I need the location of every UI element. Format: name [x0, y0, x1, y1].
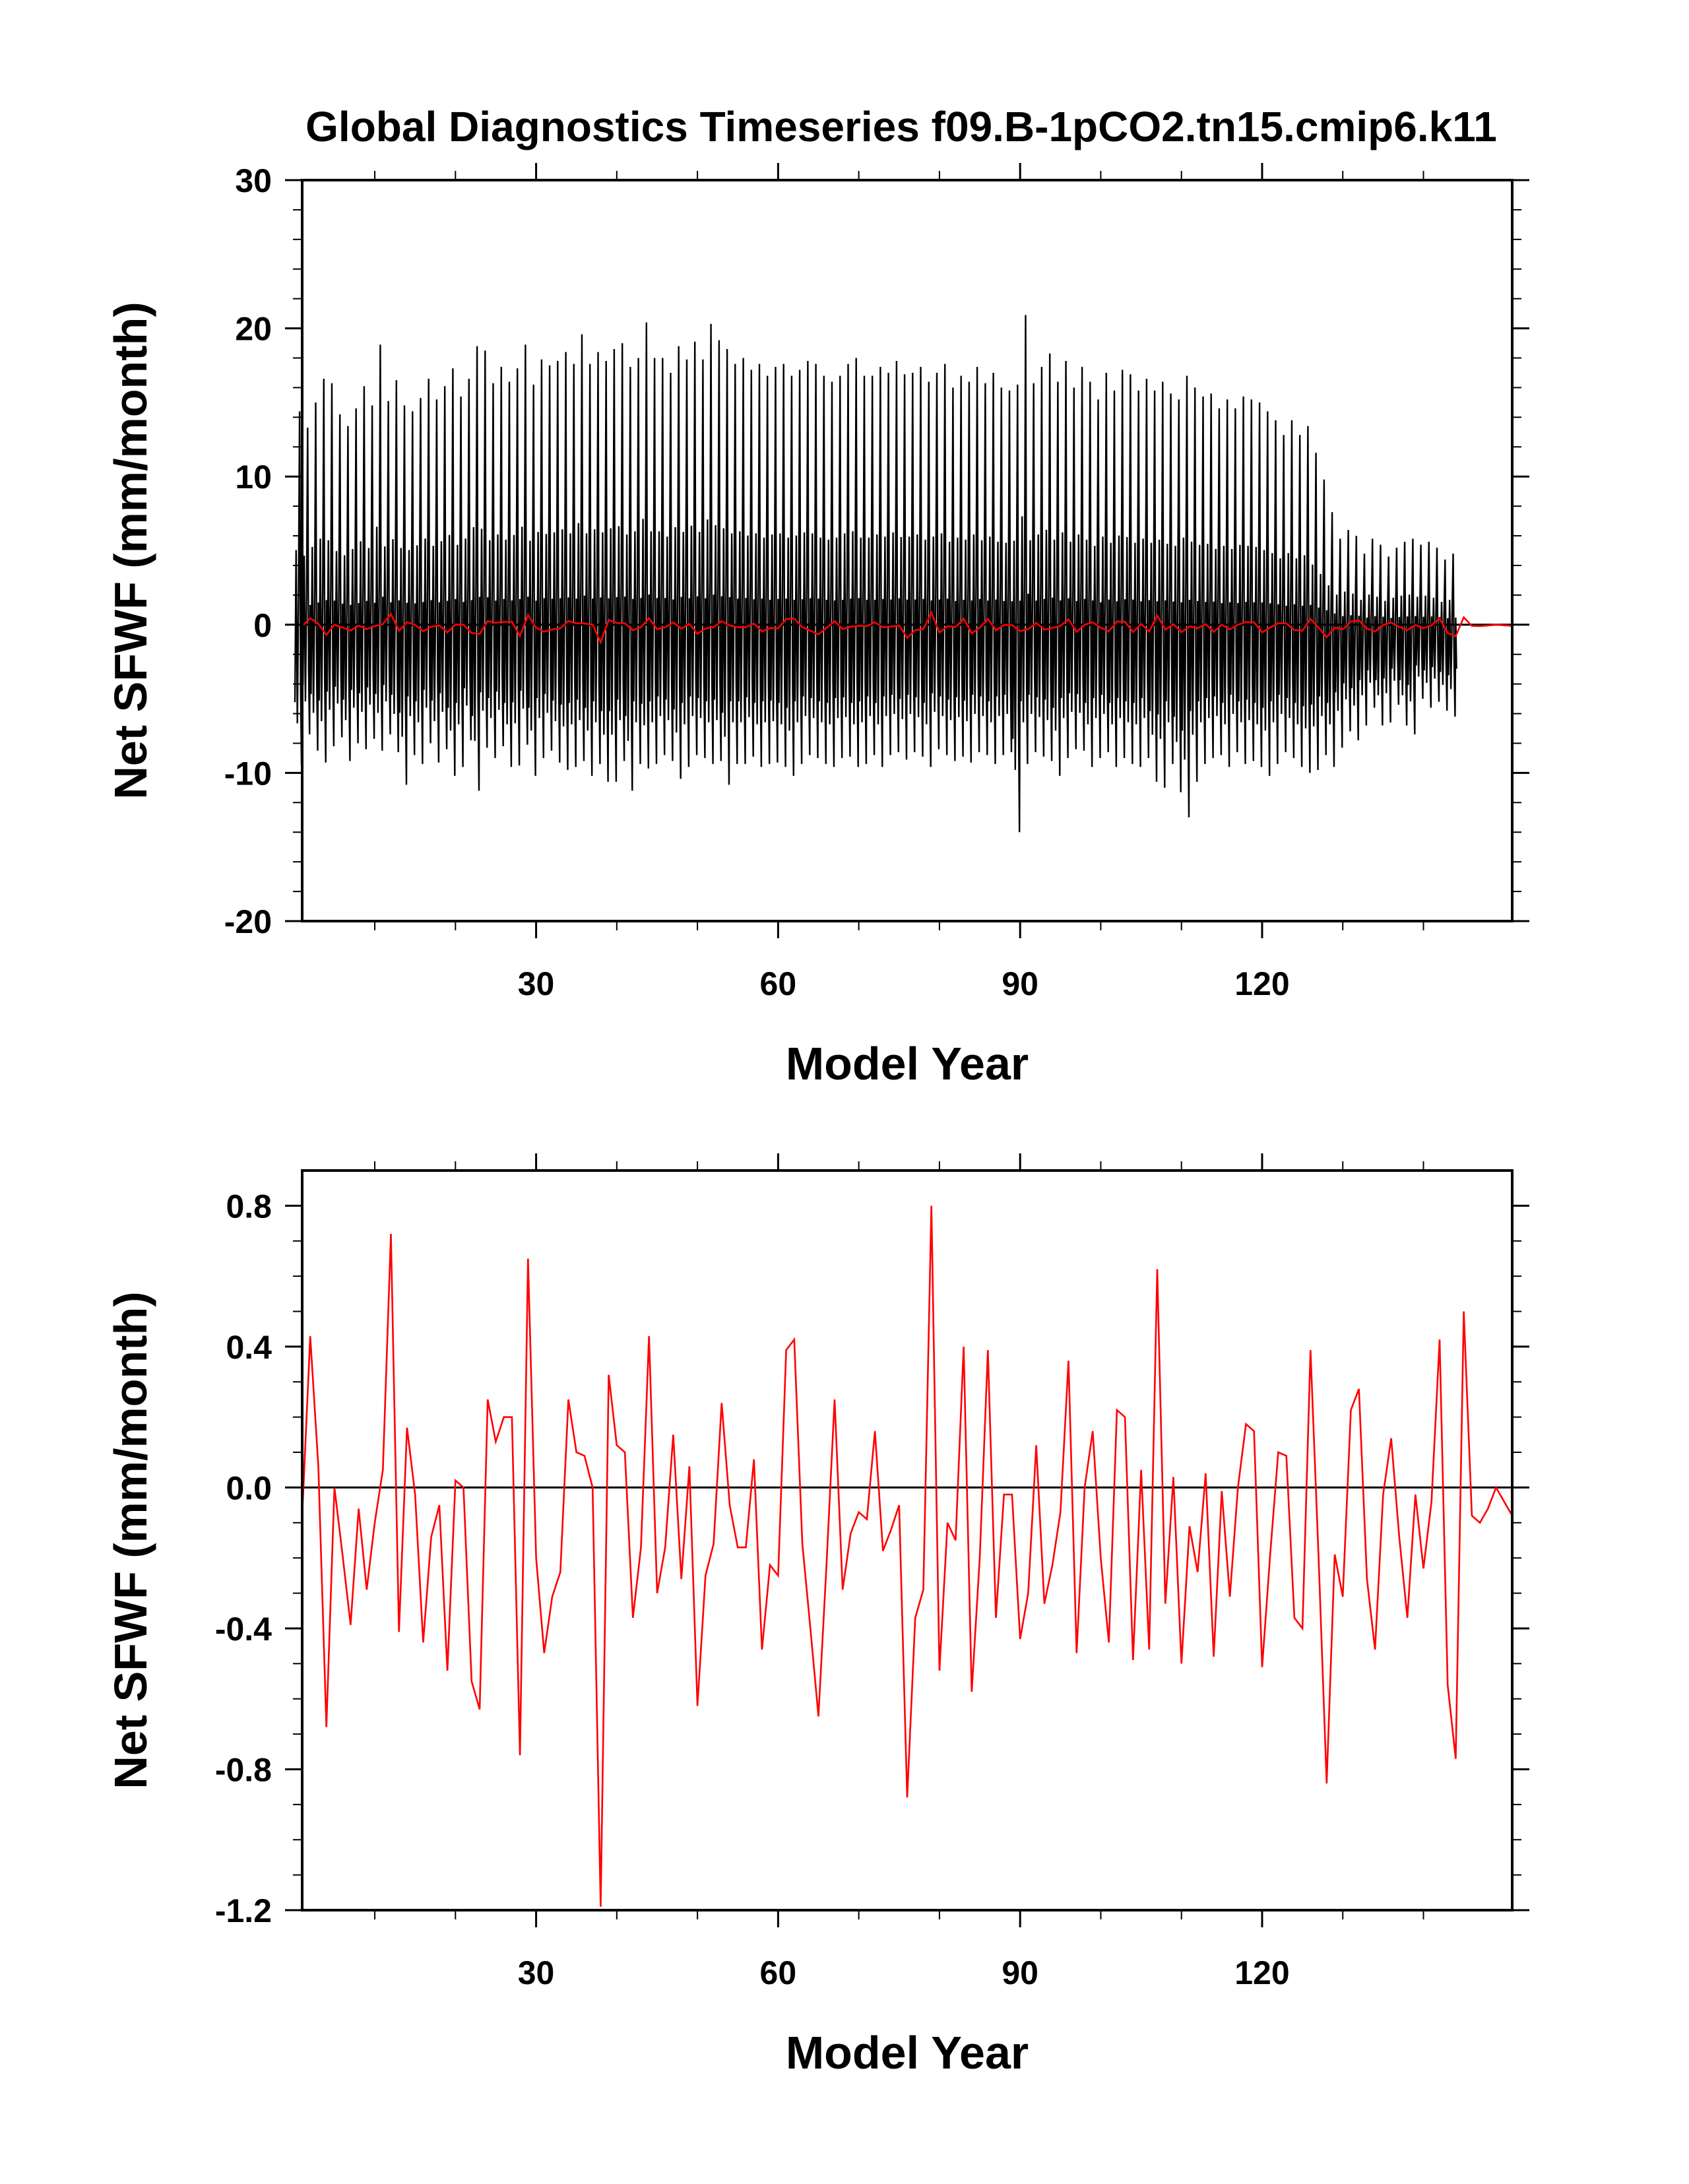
monthly-line — [294, 315, 1457, 833]
y-tick-label: -0.4 — [215, 1611, 272, 1648]
y-axis-label: Net SFWF (mm/month) — [105, 302, 156, 799]
x-tick-labels: 30 60 90 120 — [518, 965, 1290, 1002]
monthly-series — [294, 315, 1457, 833]
y-tick-labels: -1.2 -0.8 -0.4 0.0 0.4 0.8 — [215, 1188, 272, 1929]
figure-title: Global Diagnostics Timeseries f09.B-1pCO… — [305, 103, 1497, 150]
y-tick-label: 0.0 — [226, 1469, 272, 1506]
x-tick-label: 60 — [760, 965, 797, 1002]
x-tick-label: 30 — [518, 1954, 555, 1991]
y-tick-label: -20 — [224, 903, 272, 940]
x-axis-label: Model Year — [786, 2027, 1029, 2078]
annual-mean-line — [301, 1205, 1514, 1907]
panel-annual: -1.2 -0.8 -0.4 0.0 0.4 0.8 30 60 90 120 Model Ye… — [105, 1153, 1529, 2078]
plot-frame — [301, 1169, 1514, 1911]
x-tick-label: 30 — [518, 965, 555, 1002]
x-tick-label: 60 — [760, 1954, 797, 1991]
plot-frame — [301, 179, 1514, 922]
x-tick-label: 120 — [1234, 965, 1289, 1002]
y-tick-label: 10 — [235, 459, 272, 496]
y-tick-label: -1.2 — [215, 1892, 272, 1929]
y-tick-label: 0.4 — [226, 1329, 272, 1366]
panel-monthly: -20 -10 0 10 20 30 30 60 90 120 Model Year Net S… — [105, 162, 1529, 1089]
axis-ticks — [285, 163, 1529, 938]
axis-ticks — [285, 1153, 1529, 1927]
y-tick-label: 30 — [235, 162, 272, 199]
y-tick-labels: -20 -10 0 10 20 30 — [224, 162, 272, 940]
y-tick-label: -0.8 — [215, 1751, 272, 1788]
annual-mean-series — [301, 1205, 1514, 1907]
annual-mean-overlay-series — [302, 610, 1513, 645]
y-tick-label: -10 — [224, 755, 272, 792]
y-axis-label: Net SFWF (mm/month) — [105, 1291, 156, 1789]
y-tick-label: 20 — [235, 311, 272, 348]
x-axis-label: Model Year — [786, 1038, 1029, 1089]
annual-mean-overlay-line — [302, 610, 1513, 645]
y-tick-label: 0 — [253, 607, 272, 644]
x-tick-label: 90 — [1002, 1954, 1038, 1991]
x-tick-label: 90 — [1002, 965, 1038, 1002]
y-tick-label: 0.8 — [226, 1188, 272, 1225]
x-tick-labels: 30 60 90 120 — [518, 1954, 1290, 1991]
x-tick-label: 120 — [1234, 1954, 1289, 1991]
